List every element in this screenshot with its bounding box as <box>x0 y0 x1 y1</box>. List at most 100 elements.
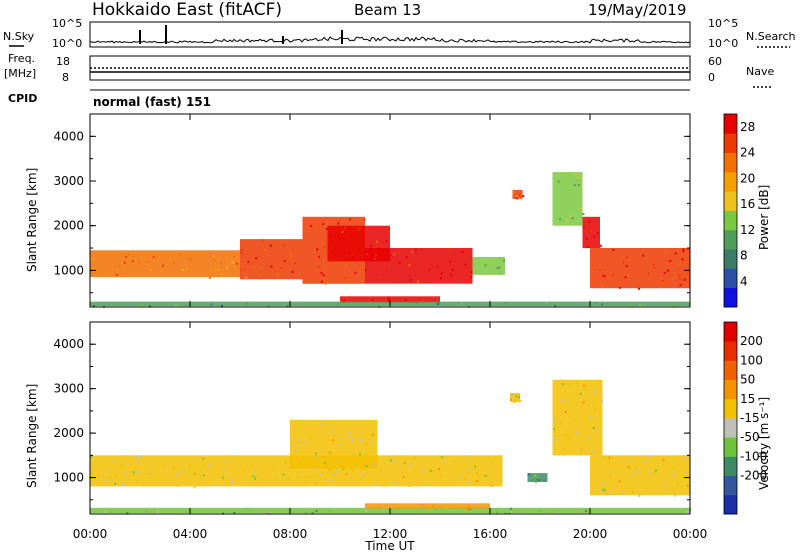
velocity-speckle <box>454 460 457 463</box>
power-speckle <box>337 222 340 225</box>
power-speckle <box>678 274 681 277</box>
velocity-speckle <box>686 510 689 513</box>
power-speckle <box>593 235 596 238</box>
power-speckle <box>404 299 407 302</box>
power-speckle <box>642 254 645 257</box>
power-speckle <box>186 267 188 270</box>
velocity-speckle <box>575 431 578 434</box>
power-speckle <box>293 262 296 265</box>
power-speckle <box>269 244 272 247</box>
power-speckle <box>240 249 243 252</box>
power-speckle <box>267 305 270 308</box>
velocity-speckle <box>162 463 165 466</box>
velocity-speckle <box>345 473 348 476</box>
cpid-label: CPID <box>8 92 37 105</box>
velocity-speckle <box>305 441 308 444</box>
velocity-speckle <box>561 383 564 386</box>
velocity-speckle <box>254 472 257 475</box>
power-ytick-label: 1000 <box>53 263 84 277</box>
power-colorbar-frame <box>723 113 738 308</box>
power-ytick-label: 3000 <box>53 174 84 188</box>
velocity-region <box>510 393 520 402</box>
date-label: 19/May/2019 <box>588 1 686 19</box>
velocity-speckle <box>538 509 541 512</box>
power-speckle <box>148 305 151 308</box>
power-speckle <box>579 207 582 210</box>
nsky-tick-bottom: 10^0 <box>52 37 82 50</box>
velocity-speckle <box>402 475 405 478</box>
velocity-speckle <box>410 463 413 466</box>
power-speckle <box>594 301 597 304</box>
velocity-speckle <box>559 422 562 425</box>
velocity-speckle <box>631 491 634 493</box>
velocity-speckle <box>309 437 312 440</box>
power-speckle <box>393 253 396 256</box>
power-speckle <box>648 272 650 275</box>
velocity-speckle <box>468 457 470 460</box>
velocity-speckle <box>296 476 299 479</box>
power-speckle <box>188 258 191 261</box>
velocity-speckle <box>575 382 578 385</box>
power-speckle <box>343 227 346 230</box>
power-speckle <box>683 278 686 281</box>
velocity-speckle <box>105 479 108 482</box>
power-speckle <box>653 266 656 269</box>
power-speckle <box>470 271 473 274</box>
power-speckle <box>354 271 357 274</box>
velocity-colorbar-frame <box>723 321 738 515</box>
power-speckle <box>554 305 557 308</box>
power-speckle <box>417 280 419 283</box>
velocity-speckle <box>443 461 446 464</box>
power-colorbar-segment <box>724 249 737 269</box>
power-speckle <box>440 277 442 280</box>
power-ylabel: Slant Range [km] <box>25 168 39 272</box>
velocity-speckle <box>394 481 396 484</box>
velocity-speckle <box>515 395 518 398</box>
power-speckle <box>358 248 361 251</box>
power-speckle <box>461 251 464 253</box>
velocity-speckle <box>582 401 585 404</box>
power-colorbar-tick-label: 28 <box>740 120 755 134</box>
velocity-speckle <box>510 398 513 401</box>
power-colorbar-segment <box>724 114 737 134</box>
power-speckle <box>652 263 655 266</box>
velocity-speckle <box>364 442 367 444</box>
velocity-region <box>290 419 378 469</box>
power-speckle <box>290 255 293 258</box>
velocity-speckle <box>584 510 587 513</box>
velocity-colorbar-tick-label: 15 <box>740 392 755 406</box>
velocity-speckle <box>290 445 293 448</box>
velocity-colorbar-segment <box>724 494 737 515</box>
nsearch-tick-bottom: 10^0 <box>708 37 738 50</box>
velocity-colorbar-tick-label: 200 <box>740 334 763 348</box>
velocity-speckle <box>359 453 361 456</box>
power-speckle <box>371 299 374 302</box>
power-region <box>472 257 505 275</box>
velocity-ytick-label: 4000 <box>53 337 84 351</box>
power-region <box>90 250 240 278</box>
power-speckle <box>563 220 565 223</box>
velocity-speckle <box>314 466 317 469</box>
velocity-speckle <box>556 511 559 514</box>
velocity-speckle <box>415 469 417 472</box>
power-speckle <box>504 301 507 304</box>
power-speckle <box>380 243 383 246</box>
x-tick-label: 20:00 <box>573 527 608 541</box>
velocity-speckle <box>662 458 665 461</box>
velocity-speckle <box>233 512 236 514</box>
velocity-speckle <box>298 431 300 434</box>
power-speckle <box>660 277 663 280</box>
power-speckle <box>590 229 593 232</box>
power-speckle <box>131 260 134 263</box>
power-speckle <box>484 263 487 266</box>
power-colorbar-segment <box>724 229 737 250</box>
velocity-region <box>590 455 690 496</box>
power-speckle <box>473 263 476 266</box>
velocity-speckle <box>328 451 331 454</box>
velocity-speckle <box>464 478 467 481</box>
power-speckle <box>92 305 95 307</box>
power-speckle <box>189 258 192 261</box>
power-speckle <box>370 244 373 247</box>
velocity-speckle <box>567 437 570 440</box>
